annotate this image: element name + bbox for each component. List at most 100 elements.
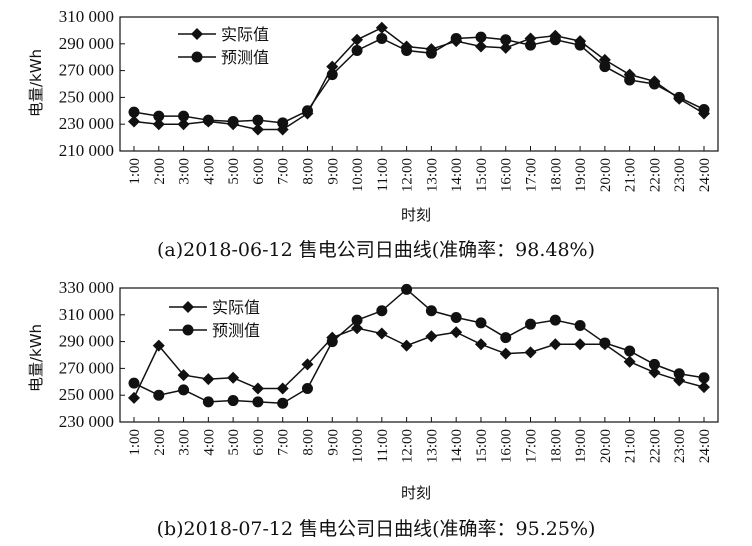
data-point-forecast (549, 34, 561, 46)
x-tick-label: 9:00 (325, 429, 341, 456)
x-tick-label: 21:00 (623, 158, 639, 192)
x-tick-label: 11:00 (375, 158, 391, 192)
data-point-actual (326, 60, 339, 73)
data-point-actual (499, 41, 512, 54)
data-point-actual (524, 346, 537, 359)
data-point-forecast (376, 305, 388, 317)
data-point-forecast (425, 305, 437, 317)
data-point-actual (251, 123, 264, 136)
data-point-forecast (450, 311, 462, 323)
data-point-forecast (574, 39, 586, 51)
data-point-forecast (549, 314, 561, 326)
data-point-forecast (326, 69, 338, 81)
data-point-forecast (128, 377, 140, 389)
x-axis-label-a: 时刻 (401, 206, 431, 224)
x-tick-label: 6:00 (251, 158, 267, 185)
x-tick-label: 1:00 (127, 429, 143, 456)
y-tick-label: 270 000 (59, 358, 114, 377)
x-tick-label: 10:00 (350, 158, 366, 192)
data-point-actual (375, 21, 388, 34)
data-point-forecast (252, 114, 264, 126)
data-point-forecast (277, 117, 289, 129)
x-tick-label: 13:00 (424, 429, 440, 463)
data-point-forecast (178, 110, 190, 122)
data-point-forecast (450, 32, 462, 44)
data-point-forecast (227, 395, 239, 407)
data-point-actual (202, 373, 215, 386)
legend-marker (182, 301, 194, 313)
data-point-forecast (425, 47, 437, 59)
x-tick-label: 17:00 (524, 429, 540, 463)
x-tick-label: 22:00 (647, 429, 663, 463)
data-point-forecast (698, 103, 710, 115)
data-point-forecast (227, 116, 239, 128)
data-point-actual (574, 338, 587, 351)
x-tick-label: 15:00 (474, 429, 490, 463)
series-line (133, 26, 705, 131)
legend-marker (191, 51, 203, 63)
y-tick-label: 290 000 (59, 332, 114, 351)
data-point-forecast (673, 91, 685, 103)
y-tick-label: 250 000 (59, 385, 114, 404)
data-point-forecast (500, 332, 512, 344)
x-tick-label: 5:00 (226, 158, 242, 185)
x-tick-label: 16:00 (499, 429, 515, 463)
x-tick-label: 4:00 (201, 158, 217, 185)
x-tick-label: 24:00 (697, 158, 713, 192)
data-point-forecast (401, 283, 413, 295)
x-tick-label: 3:00 (177, 158, 193, 185)
x-tick-label: 10:00 (350, 429, 366, 463)
x-tick-label: 16:00 (499, 158, 515, 192)
data-point-actual (698, 381, 710, 394)
data-point-forecast (401, 45, 413, 56)
x-tick-label: 20:00 (598, 158, 614, 192)
x-tick-label: 19:00 (573, 158, 589, 192)
x-tick-label: 4:00 (201, 429, 217, 456)
x-tick-label: 3:00 (177, 429, 193, 456)
legend-label: 预测值 (212, 321, 260, 340)
y-tick-label: 210 000 (59, 141, 114, 160)
series-actual (128, 322, 710, 404)
data-point-actual (499, 347, 512, 360)
data-point-forecast (475, 31, 487, 43)
x-tick-label: 9:00 (325, 158, 341, 185)
data-point-forecast (574, 320, 586, 332)
legend-label: 实际值 (221, 25, 269, 44)
data-point-forecast (301, 383, 313, 394)
data-point-forecast (624, 74, 636, 86)
x-axis-label-b: 时刻 (401, 484, 431, 502)
x-tick-label: 21:00 (623, 429, 639, 463)
data-point-forecast (252, 396, 264, 408)
x-tick-label: 14:00 (449, 158, 465, 192)
data-point-actual (623, 355, 636, 368)
x-tick-label: 12:00 (400, 429, 416, 463)
x-tick-label: 17:00 (524, 158, 540, 192)
data-point-actual (128, 391, 140, 404)
data-point-forecast (599, 337, 611, 349)
data-point-forecast (178, 384, 190, 396)
legend-marker (191, 28, 203, 40)
data-point-forecast (153, 110, 165, 122)
x-tick-label: 22:00 (647, 158, 663, 192)
data-point-actual (549, 338, 562, 351)
x-tick-label: 18:00 (548, 158, 564, 192)
data-point-forecast (326, 336, 338, 348)
data-point-actual (474, 40, 487, 53)
y-tick-label: 310 000 (59, 305, 114, 324)
data-point-actual (648, 366, 661, 379)
x-tick-label: 23:00 (672, 158, 688, 192)
data-point-forecast (376, 32, 388, 44)
x-tick-label: 23:00 (672, 429, 688, 463)
y-tick-label: 330 000 (59, 278, 114, 297)
legend-marker (182, 324, 194, 336)
data-point-actual (152, 339, 165, 352)
series-line (133, 36, 705, 124)
data-point-forecast (202, 396, 214, 408)
x-tick-label: 11:00 (375, 429, 391, 463)
data-point-actual (251, 382, 264, 395)
chart-panel-a: (a)2018-06-12 售电公司日曲线(准确率：98.48%) 时刻 电量/… (27, 7, 719, 261)
x-tick-label: 7:00 (276, 429, 292, 456)
series-forecast (128, 283, 710, 409)
y-tick-label: 230 000 (59, 412, 114, 431)
data-point-actual (177, 369, 190, 382)
